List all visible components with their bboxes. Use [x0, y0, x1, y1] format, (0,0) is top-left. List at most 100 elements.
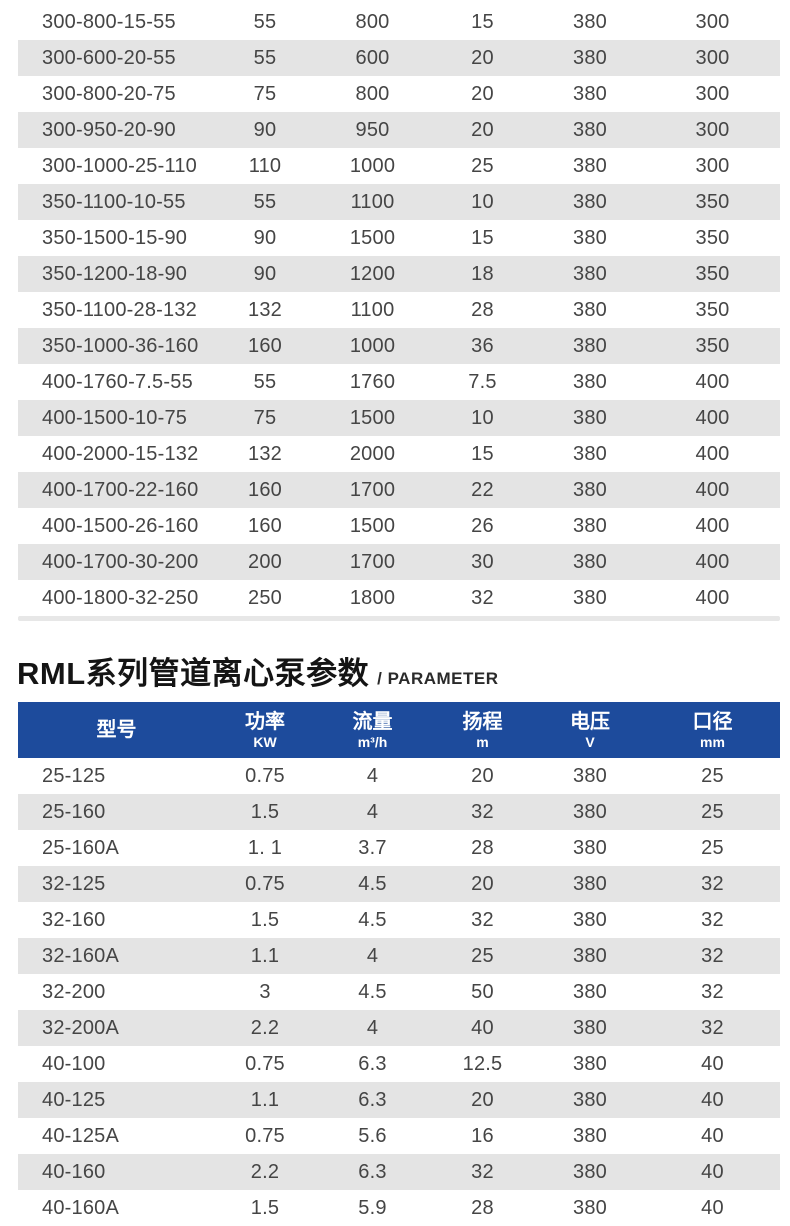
value-cell: 380 [573, 154, 607, 177]
model-cell: 400-1760-7.5-55 [42, 370, 193, 393]
value-cell: 40 [701, 1088, 724, 1111]
value-cell: 1700 [349, 550, 396, 573]
value-cell: 4.5 [358, 908, 387, 931]
value-cell: 400 [695, 442, 730, 465]
value-cell: 380 [573, 514, 607, 537]
table-row: 400-1500-10-75 75 1500 10 380 400 [18, 400, 780, 436]
value-cell: 40 [701, 1160, 724, 1183]
header-model-label: 型号 [96, 719, 137, 741]
table-row: 400-1700-22-160 160 1700 22 380 400 [18, 472, 780, 508]
header-flow-unit: m³/h [357, 733, 388, 750]
value-cell: 90 [253, 118, 277, 141]
value-cell: 380 [573, 46, 607, 69]
model-cell: 300-950-20-90 [42, 118, 176, 141]
value-cell: 32 [471, 908, 494, 931]
value-cell: 18 [471, 262, 494, 285]
model-cell: 400-1500-10-75 [42, 406, 188, 429]
value-cell: 20 [471, 764, 494, 787]
model-cell: 40-125 [42, 1088, 106, 1111]
value-cell: 5.9 [358, 1196, 387, 1219]
value-cell: 15 [471, 226, 494, 249]
value-cell: 1800 [349, 586, 396, 609]
value-cell: 2.2 [250, 1016, 280, 1039]
model-cell: 400-2000-15-132 [42, 442, 199, 465]
value-cell: 3.7 [358, 836, 387, 859]
value-cell: 250 [248, 586, 282, 609]
table-row: 300-800-15-55 55 800 15 380 300 [18, 4, 780, 40]
value-cell: 1.5 [250, 800, 280, 823]
value-cell: 380 [573, 370, 607, 393]
value-cell: 380 [573, 1052, 607, 1075]
value-cell: 40 [701, 1052, 724, 1075]
header-head: 扬程 m [430, 702, 535, 758]
value-cell: 380 [573, 550, 607, 573]
table-row: 300-950-20-90 90 950 20 380 300 [18, 112, 780, 148]
model-cell: 300-600-20-55 [42, 46, 176, 69]
value-cell: 32 [701, 872, 724, 895]
table-row: 350-1100-10-55 55 1100 10 380 350 [18, 184, 780, 220]
value-cell: 10 [471, 406, 494, 429]
value-cell: 1100 [350, 190, 395, 213]
header-power-label: 功率 [245, 710, 285, 733]
value-cell: 380 [573, 908, 607, 931]
value-cell: 20 [471, 46, 494, 69]
model-cell: 32-200A [42, 1016, 120, 1039]
value-cell: 380 [573, 478, 607, 501]
value-cell: 1500 [349, 514, 396, 537]
value-cell: 380 [573, 262, 607, 285]
value-cell: 55 [253, 370, 277, 393]
value-cell: 380 [573, 1160, 607, 1183]
value-cell: 380 [573, 190, 607, 213]
pump-table-top: 300-800-15-55 55 800 15 380 300 300-600-20-55 5… [18, 4, 780, 616]
model-cell: 25-125 [42, 764, 106, 787]
value-cell: 0.75 [245, 764, 285, 787]
value-cell: 300 [695, 118, 730, 141]
value-cell: 380 [573, 82, 607, 105]
rml-parameter-table: 型号 功率 KW 流量 m³/h 扬程 m 电压 V [18, 702, 780, 1226]
value-cell: 1700 [349, 478, 396, 501]
value-cell: 20 [471, 1088, 494, 1111]
value-cell: 400 [695, 478, 730, 501]
value-cell: 90 [253, 226, 277, 249]
header-power-unit: KW [253, 733, 277, 750]
value-cell: 22 [471, 478, 494, 501]
header-head-label: 扬程 [462, 710, 503, 733]
value-cell: 32 [701, 944, 724, 967]
value-cell: 4 [366, 800, 379, 823]
table-row: 40-160A 1.5 5.9 28 380 40 [18, 1190, 780, 1226]
value-cell: 200 [248, 550, 282, 573]
value-cell: 380 [573, 118, 607, 141]
value-cell: 1000 [349, 154, 396, 177]
header-flow-label: 流量 [352, 710, 393, 733]
value-cell: 1.1 [250, 1088, 280, 1111]
header-voltage: 电压 V [535, 702, 645, 758]
value-cell: 32 [471, 586, 494, 609]
table-row: 400-1800-32-250 250 1800 32 380 400 [18, 580, 780, 616]
value-cell: 75 [253, 406, 277, 429]
value-cell: 400 [695, 514, 730, 537]
value-cell: 380 [573, 944, 607, 967]
value-cell: 600 [355, 46, 390, 69]
value-cell: 4.5 [358, 872, 387, 895]
model-cell: 350-1000-36-160 [42, 334, 199, 357]
section-heading: RML系列管道离心泵参数 / PARAMETER [17, 648, 499, 694]
table-row: 350-1100-28-132 132 1100 28 380 350 [18, 292, 780, 328]
value-cell: 36 [471, 334, 494, 357]
value-cell: 90 [253, 262, 277, 285]
model-cell: 350-1100-10-55 [42, 190, 186, 213]
model-cell: 40-100 [42, 1052, 106, 1075]
value-cell: 32 [471, 800, 494, 823]
value-cell: 380 [573, 334, 607, 357]
table-row: 400-1760-7.5-55 55 1760 7.5 380 400 [18, 364, 780, 400]
table-row: 400-1700-30-200 200 1700 30 380 400 [18, 544, 780, 580]
model-cell: 350-1200-18-90 [42, 262, 188, 285]
value-cell: 1500 [349, 406, 396, 429]
model-cell: 32-160 [42, 908, 106, 931]
value-cell: 6.3 [358, 1052, 387, 1075]
table-row: 40-125 1.1 6.3 20 380 40 [18, 1082, 780, 1118]
pump-table-top-body: 300-800-15-55 55 800 15 380 300 300-600-20-55 5… [18, 4, 780, 616]
value-cell: 400 [695, 406, 730, 429]
header-voltage-unit: V [585, 733, 595, 750]
value-cell: 40 [701, 1196, 724, 1219]
value-cell: 300 [695, 82, 730, 105]
